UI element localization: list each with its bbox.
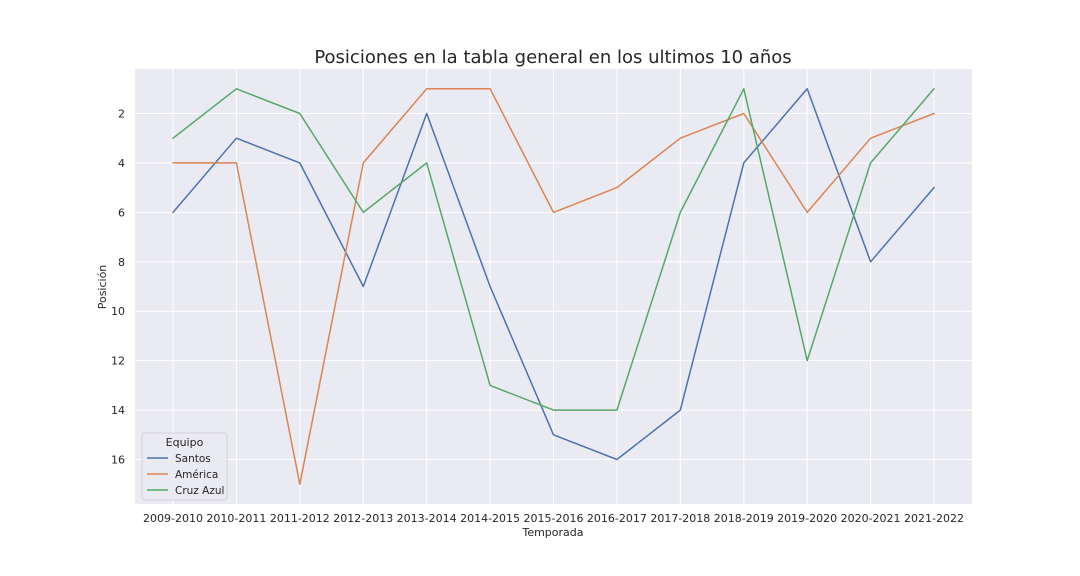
x-tick-label: 2011-2012 <box>270 512 330 525</box>
legend-title: Equipo <box>166 436 204 449</box>
legend: Equipo Santos América Cruz Azul <box>141 432 228 501</box>
y-tick-label: 14 <box>111 404 125 417</box>
x-tick-label: 2014-2015 <box>460 512 520 525</box>
grid-lines <box>135 69 972 504</box>
x-tick-label: 2016-2017 <box>587 512 647 525</box>
x-tick-label: 2010-2011 <box>206 512 266 525</box>
y-tick-labels: 2 4 6 8 10 12 14 16 <box>111 107 125 466</box>
x-tick-labels: 2009-2010 2010-2011 2011-2012 2012-2013 2013… <box>143 512 964 525</box>
x-tick-label: 2020-2021 <box>841 512 901 525</box>
y-tick-label: 6 <box>118 206 125 219</box>
x-tick-label: 2013-2014 <box>397 512 457 525</box>
series-line-santos <box>172 88 935 461</box>
y-tick-label: 2 <box>118 107 125 120</box>
y-tick-label: 8 <box>118 256 125 269</box>
y-tick-label: 4 <box>118 157 125 170</box>
x-tick-label: 2017-2018 <box>650 512 710 525</box>
series-line-am-rica <box>172 88 935 485</box>
y-axis-label: Posición <box>96 265 109 310</box>
series-layer <box>172 88 935 485</box>
x-tick-label: 2018-2019 <box>714 512 774 525</box>
x-tick-label: 2012-2013 <box>333 512 393 525</box>
legend-entry: América <box>175 469 218 481</box>
legend-box <box>141 432 228 501</box>
chart-title: Posiciones en la tabla general en los ul… <box>314 47 791 68</box>
x-axis-label: Temporada <box>521 526 583 539</box>
x-tick-label: 2021-2022 <box>904 512 964 525</box>
x-tick-label: 2009-2010 <box>143 512 203 525</box>
x-tick-label: 2015-2016 <box>524 512 584 525</box>
series-line-cruz-azul <box>172 88 935 411</box>
legend-entry: Cruz Azul <box>175 485 224 497</box>
x-tick-label: 2019-2020 <box>777 512 837 525</box>
legend-entry: Santos <box>175 453 211 465</box>
y-tick-label: 16 <box>111 454 125 467</box>
y-tick-label: 12 <box>111 355 125 368</box>
y-tick-label: 10 <box>111 305 125 318</box>
